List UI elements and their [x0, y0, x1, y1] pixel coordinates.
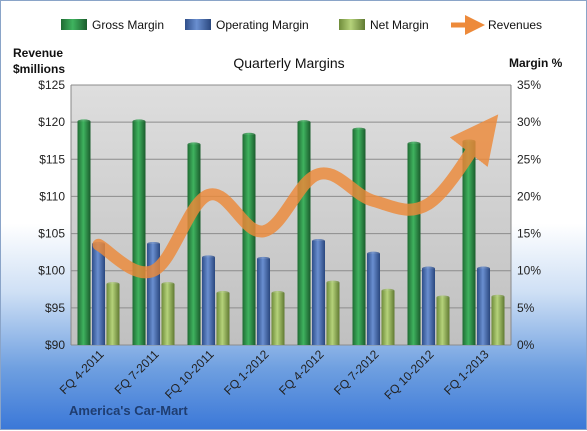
legend-label-gross-margin: Gross Margin — [92, 18, 164, 32]
bar-gross-margin — [132, 121, 146, 346]
left-axis-label-line1: Revenue — [13, 46, 63, 60]
bar-operating-margin — [367, 253, 380, 345]
right-tick-label: 25% — [517, 152, 541, 166]
legend-swatch-net-margin — [339, 19, 365, 30]
left-axis-label-line2: $millions — [13, 62, 65, 76]
left-tick-label: $95 — [45, 301, 65, 315]
right-tick-label: 20% — [517, 189, 541, 203]
bar-operating-margin — [477, 268, 490, 345]
right-axis-label: Margin % — [509, 56, 563, 70]
right-tick-label: 15% — [517, 227, 541, 241]
category-label: FQ 4-2012 — [276, 347, 327, 398]
bar-gross-margin — [462, 141, 476, 345]
bar-operating-margin-cap — [147, 241, 160, 246]
category-label: FQ 1-2012 — [221, 347, 272, 398]
left-tick-label: $115 — [39, 152, 65, 166]
bar-operating-margin-cap — [202, 255, 215, 260]
footer-company-name: America's Car-Mart — [69, 403, 188, 418]
category-label: FQ 1-2013 — [441, 347, 492, 398]
bar-operating-margin-cap — [257, 256, 270, 261]
bar-series — [77, 119, 505, 346]
bar-gross-margin-cap — [352, 127, 366, 132]
left-tick-label: $120 — [38, 115, 65, 129]
bar-gross-margin-cap — [407, 141, 421, 146]
left-tick-label: $125 — [38, 78, 65, 92]
bar-net-margin — [271, 293, 285, 345]
bar-operating-margin — [422, 268, 435, 345]
bar-net-margin — [381, 290, 395, 345]
bar-gross-margin — [242, 134, 256, 345]
left-axis: $90 $95 $100 $105 $110 $115 $120 $125 — [38, 78, 65, 352]
bar-operating-margin — [312, 241, 325, 345]
revenue-line — [92, 114, 499, 279]
left-tick-label: $105 — [38, 227, 65, 241]
bar-net-margin — [491, 296, 505, 345]
right-tick-label: 0% — [517, 338, 535, 352]
bar-gross-margin-cap — [242, 132, 256, 137]
right-tick-label: 5% — [517, 301, 535, 315]
bar-operating-margin-cap — [312, 239, 325, 243]
bar-gross-margin — [297, 122, 311, 346]
bar-net-margin-cap — [271, 291, 285, 295]
bar-net-margin-cap — [161, 282, 175, 287]
legend-label-net-margin: Net Margin — [370, 18, 429, 32]
bar-operating-margin-cap — [477, 266, 490, 271]
bar-net-margin-cap — [381, 288, 395, 293]
category-label: FQ 10-2012 — [381, 347, 436, 402]
bar-net-margin — [106, 284, 120, 345]
bar-gross-margin — [77, 121, 91, 346]
left-tick-label: $100 — [38, 264, 65, 278]
left-tick-label: $110 — [39, 189, 65, 203]
bar-net-margin — [216, 293, 230, 345]
bar-gross-margin — [407, 143, 421, 345]
bar-operating-margin — [92, 243, 105, 345]
bar-net-margin — [161, 284, 175, 345]
bar-operating-margin — [202, 257, 215, 345]
bar-net-margin-cap — [216, 291, 230, 295]
bar-net-margin-cap — [436, 295, 450, 300]
chart-title: Quarterly Margins — [233, 55, 344, 71]
bar-net-margin-cap — [326, 280, 340, 285]
category-label: FQ 7-2012 — [331, 347, 382, 398]
revenue-line-path — [92, 114, 499, 279]
bar-gross-margin-cap — [132, 119, 146, 124]
bar-net-margin-cap — [106, 282, 120, 287]
category-label: FQ 4-2011 — [57, 347, 107, 397]
category-label: FQ 10-2011 — [162, 347, 217, 402]
category-label: FQ 7-2011 — [112, 347, 162, 397]
bar-gross-margin-cap — [77, 119, 91, 124]
right-tick-label: 10% — [517, 264, 541, 278]
bar-gross-margin-cap — [187, 142, 201, 147]
left-tick-label: $90 — [45, 338, 65, 352]
right-tick-label: 30% — [517, 115, 541, 129]
legend-swatch-gross-margin — [61, 19, 87, 30]
x-axis: FQ 4-2011 FQ 7-2011 FQ 10-2011 FQ 1-2012 FQ … — [57, 347, 492, 402]
bar-net-margin-cap — [491, 294, 505, 299]
bar-net-margin — [326, 282, 340, 345]
legend-label-operating-margin: Operating Margin — [216, 18, 309, 32]
right-axis: 0% 5% 10% 15% 20% 25% 30% 35% — [517, 78, 541, 352]
legend-label-revenues: Revenues — [488, 18, 542, 32]
bar-gross-margin — [352, 129, 366, 345]
bar-operating-margin-cap — [422, 266, 435, 271]
legend-swatch-operating-margin — [185, 19, 211, 30]
bar-net-margin — [436, 297, 450, 345]
bar-gross-margin — [187, 144, 201, 345]
legend: Gross Margin Operating Margin Net Margin… — [61, 15, 542, 35]
bar-gross-margin-cap — [297, 120, 311, 125]
right-tick-label: 35% — [517, 78, 541, 92]
bar-operating-margin — [147, 243, 160, 345]
bar-operating-margin — [257, 258, 270, 345]
bar-operating-margin-cap — [367, 251, 380, 256]
